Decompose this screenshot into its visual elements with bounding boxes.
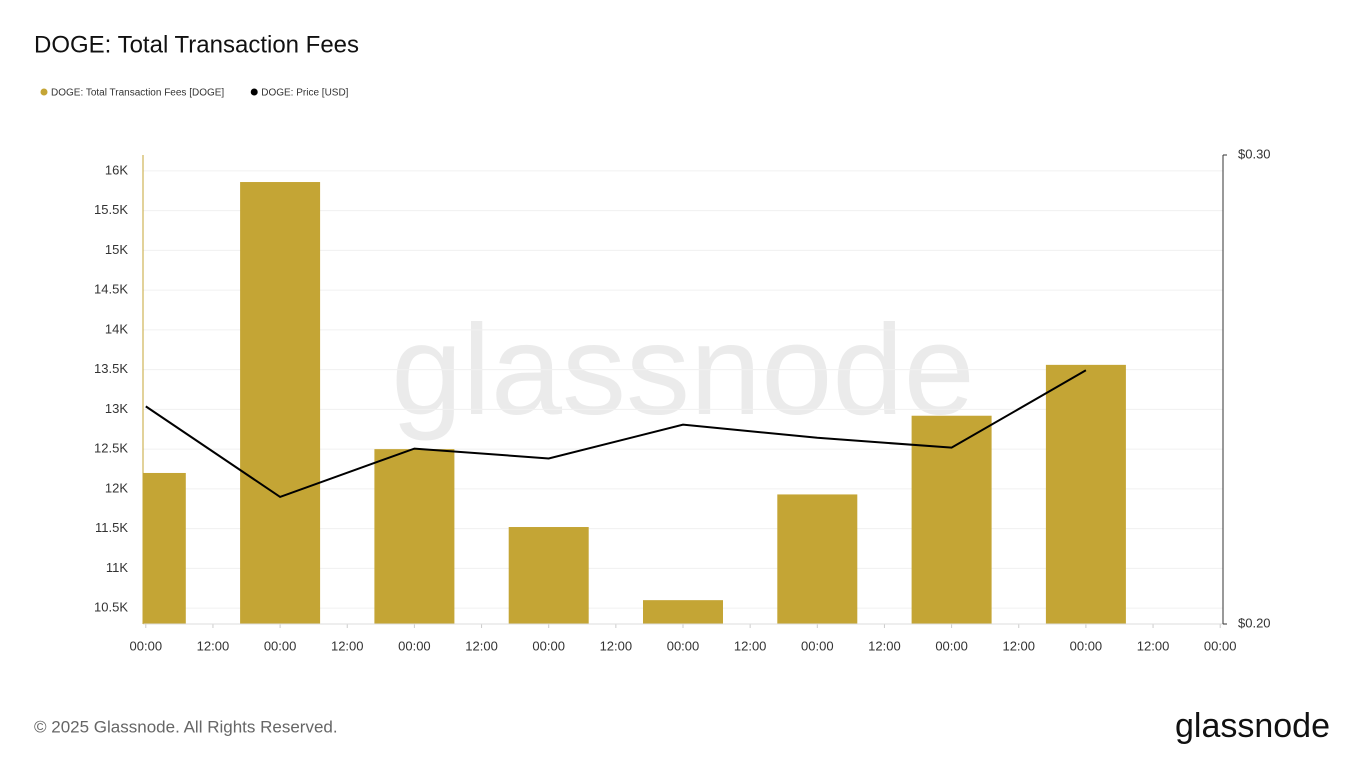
bar (777, 494, 858, 624)
legend-label: DOGE: Total Transaction Fees [DOGE] (51, 88, 224, 99)
bar (240, 182, 321, 624)
watermark: glassnode (391, 299, 975, 442)
chart-title: DOGE: Total Transaction Fees (34, 31, 359, 58)
y-tick-label: 14K (105, 321, 128, 336)
bar (143, 472, 186, 624)
x-tick-label: 00:00 (935, 638, 968, 653)
y2-tick-label: $0.20 (1238, 615, 1271, 630)
bar (643, 600, 723, 624)
legend-label: DOGE: Price [USD] (261, 88, 348, 99)
y-tick-label: 11K (106, 560, 128, 575)
x-tick-label: 12:00 (1137, 638, 1170, 653)
y-tick-label: 14.5K (94, 282, 128, 297)
x-tick-label: 00:00 (398, 638, 431, 653)
bar (1045, 364, 1126, 624)
y-tick-label: 15K (105, 242, 128, 257)
bar (911, 415, 992, 624)
x-tick-label: 12:00 (600, 638, 633, 653)
x-tick-label: 12:00 (465, 638, 498, 653)
y-tick-label: 11.5K (95, 520, 128, 535)
copyright: © 2025 Glassnode. All Rights Reserved. (34, 717, 338, 736)
x-tick-label: 00:00 (532, 638, 565, 653)
bar (508, 527, 589, 624)
x-tick-label: 00:00 (801, 638, 834, 653)
y-tick-label: 16K (105, 162, 128, 177)
x-tick-label: 12:00 (868, 638, 901, 653)
y2-tick-label: $0.30 (1238, 146, 1271, 161)
y-tick-label: 12K (105, 480, 128, 495)
x-tick-label: 12:00 (734, 638, 767, 653)
x-tick-label: 00:00 (667, 638, 700, 653)
x-tick-label: 00:00 (264, 638, 297, 653)
y-tick-label: 12.5K (94, 441, 128, 456)
x-tick-label: 00:00 (1070, 638, 1103, 653)
legend-marker (40, 88, 48, 96)
y-tick-label: 13.5K (94, 361, 128, 376)
bar (374, 449, 455, 624)
y-tick-label: 10.5K (94, 600, 128, 615)
y-tick-label: 13K (105, 401, 128, 416)
x-tick-label: 12:00 (1002, 638, 1035, 653)
x-tick-label: 12:00 (331, 638, 364, 653)
logo: glassnode (1175, 707, 1330, 745)
price-line (145, 369, 1087, 499)
y-tick-label: 15.5K (94, 202, 128, 217)
x-tick-label: 00:00 (130, 638, 163, 653)
x-tick-label: 00:00 (1204, 638, 1237, 653)
plot-area (143, 182, 1126, 624)
x-tick-label: 12:00 (197, 638, 230, 653)
legend-marker (250, 88, 258, 96)
